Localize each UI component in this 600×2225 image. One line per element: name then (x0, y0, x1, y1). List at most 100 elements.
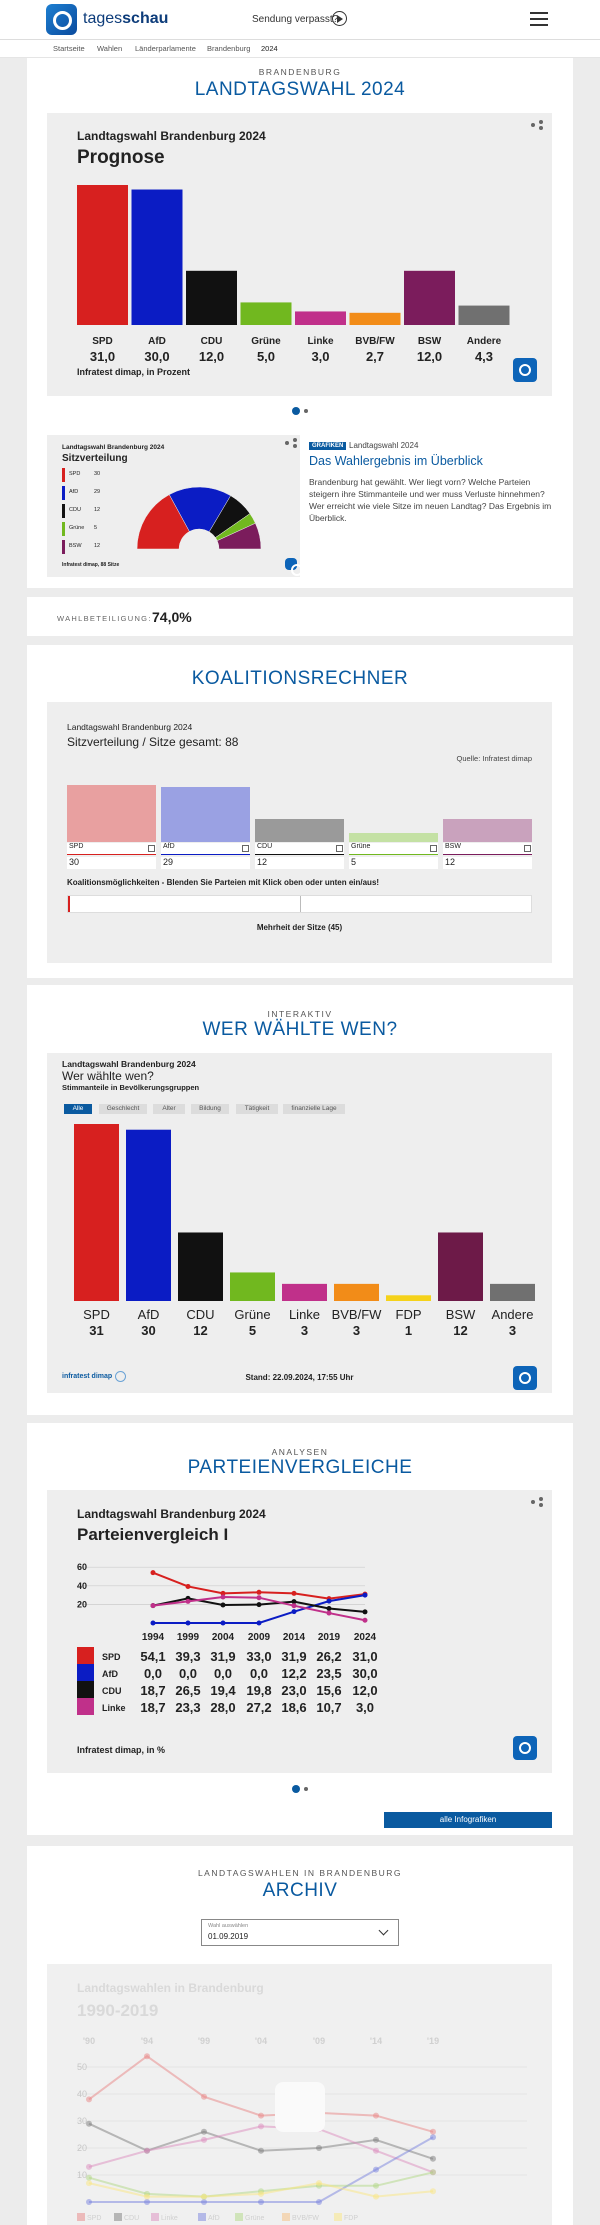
point (258, 2188, 264, 2195)
value-label: 31,0 (90, 349, 115, 364)
point (326, 1605, 332, 1611)
legend-swatch (62, 468, 65, 482)
slice-spd (136, 494, 190, 550)
point (430, 2169, 436, 2176)
play-icon[interactable] (332, 11, 347, 26)
all-infographics-button[interactable]: alle Infografiken (384, 1812, 552, 1828)
koalition-hint: Koalitionsmöglichkeiten - Blenden Sie Pa… (67, 878, 380, 887)
breadcrumb: Startseite Wahlen Länderparlamente Brand… (0, 40, 600, 58)
refresh-icon[interactable] (115, 1371, 126, 1382)
legend-swatch (282, 2213, 290, 2221)
archive-chart-preview[interactable]: Landtagswahlen in Brandenburg 1990-2019 … (47, 1964, 552, 2225)
coalition-bar (67, 895, 532, 913)
table-value: 18,6 (281, 1700, 306, 1715)
mini-subtitle: Landtagswahl Brandenburg 2024 (62, 444, 165, 451)
party-checkbox[interactable] (430, 845, 437, 852)
tagesschau-logo-icon (513, 358, 537, 382)
brand-name[interactable]: tagesschau (83, 10, 169, 27)
party-label[interactable]: SPD (67, 843, 156, 855)
legend-swatch (77, 2213, 85, 2221)
party-checkbox[interactable] (148, 845, 155, 852)
breadcrumb-item[interactable]: Startseite (53, 44, 85, 53)
series-line-grüne (88, 2171, 434, 2198)
y-tick-label: 20 (77, 2143, 87, 2153)
legend-swatch (62, 504, 65, 518)
breadcrumb-item: 2024 (261, 44, 278, 53)
breadcrumb-item[interactable]: Wahlen (97, 44, 123, 53)
value-label: 3 (301, 1323, 308, 1338)
point (373, 2182, 379, 2189)
point (316, 2145, 322, 2151)
legend-value: 5 (94, 525, 98, 531)
missed-broadcast-link[interactable]: Sendung verpasst? (252, 14, 339, 25)
point (150, 1603, 156, 1609)
carousel-dot-active[interactable] (292, 1785, 300, 1793)
party-checkbox[interactable] (336, 845, 343, 852)
teaser-image[interactable]: Landtagswahl Brandenburg 2024 Sitzvertei… (47, 435, 303, 577)
party-checkbox[interactable] (242, 845, 249, 852)
carousel-dot[interactable] (304, 409, 308, 413)
prognose-chart-box: Landtagswahl Brandenburg 2024 Prognose S… (47, 113, 552, 396)
filter-tab[interactable]: Alter (153, 1104, 185, 1114)
series-line-cdu (88, 2122, 434, 2160)
legend-swatch (334, 2213, 342, 2221)
breadcrumb-item[interactable]: Brandenburg (207, 44, 251, 53)
seat-bar-bsw[interactable] (443, 819, 532, 842)
point (144, 2147, 150, 2154)
carousel-dot-active[interactable] (292, 407, 300, 415)
table-value: 0,0 (144, 1666, 162, 1681)
legend-swatch (151, 2213, 159, 2221)
point (86, 2163, 92, 2170)
faded-subtitle: Landtagswahlen in Brandenburg (77, 1981, 264, 1995)
filter-tab[interactable]: Tätigkeit (236, 1104, 278, 1114)
seat-bar-cdu[interactable] (255, 819, 344, 842)
bar-afd (131, 189, 183, 325)
legend-swatch (235, 2213, 243, 2221)
filter-tab[interactable]: Bildung (191, 1104, 229, 1114)
point (86, 2199, 92, 2205)
filter-tab[interactable]: Alle (64, 1104, 92, 1114)
share-icon[interactable] (531, 120, 543, 130)
seat-bar-spd[interactable] (67, 785, 156, 842)
chart-source: Infratest dimap, in Prozent (77, 367, 191, 377)
point (291, 1603, 297, 1609)
menu-icon[interactable] (530, 12, 548, 26)
party-label[interactable]: BSW (443, 843, 532, 855)
party-label[interactable]: Grüne (349, 843, 438, 855)
y-tick-label: 40 (77, 1581, 87, 1591)
section-title: KOALITIONSRECHNER (191, 668, 409, 689)
value-label: 1 (405, 1323, 412, 1338)
legend-swatch (62, 540, 65, 554)
teaser-headline[interactable]: Das Wahlergebnis im Überblick (309, 454, 483, 468)
category-label: AfD (148, 336, 166, 347)
category-label: SPD (92, 336, 113, 347)
chevron-down-icon (378, 1925, 389, 1936)
tagesschau-logo-icon (513, 1736, 537, 1760)
breadcrumb-item[interactable]: Länderparlamente (135, 44, 196, 53)
share-icon[interactable] (531, 1497, 543, 1507)
chart-title: Parteienvergleich I (77, 1525, 229, 1544)
legend-value: 12 (94, 543, 101, 549)
seat-bar-grüne[interactable] (349, 832, 438, 842)
point (258, 2199, 264, 2205)
tagesschau-logo-icon[interactable] (46, 4, 77, 35)
filter-tab[interactable]: Geschlecht (99, 1104, 147, 1114)
filter-tab[interactable]: finanzielle Lage (283, 1104, 345, 1114)
carousel-dot[interactable] (304, 1787, 308, 1791)
point (86, 2174, 92, 2181)
table-value: 28,0 (210, 1700, 235, 1715)
section-kicker: LANDTAGSWAHLEN IN BRANDENBURG (197, 1868, 403, 1878)
party-label[interactable]: AfD (161, 843, 250, 855)
party-checkbox[interactable] (524, 845, 531, 852)
seat-count: 30 (67, 857, 156, 869)
bar-bvb/fw (349, 312, 401, 325)
table-value: 31,9 (210, 1649, 235, 1664)
party-label[interactable]: CDU (255, 843, 344, 855)
series-line-spd (88, 2054, 434, 2133)
table-value: 27,2 (246, 1700, 271, 1715)
point (144, 2147, 150, 2154)
seat-bar-afd[interactable] (161, 786, 250, 842)
archive-select[interactable]: Wahl auswählen 01.09.2019 (201, 1919, 399, 1946)
bar-bsw (438, 1232, 483, 1301)
table-value: 26,2 (316, 1649, 341, 1664)
